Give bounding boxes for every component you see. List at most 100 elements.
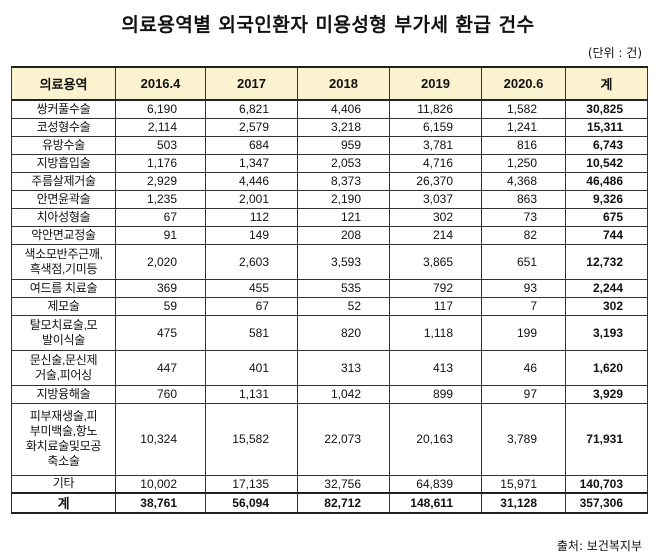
row-value: 64,839 <box>389 474 482 494</box>
row-value: 67 <box>205 296 298 316</box>
row-value: 2,053 <box>297 153 390 173</box>
row-value: 149 <box>205 225 298 245</box>
row-value: 17,135 <box>205 474 298 494</box>
row-service-name: 지방흡입술 <box>11 153 116 173</box>
table-row: 악안면교정술 91 149 208 214 82 744 <box>11 225 648 245</box>
table-row: 제모술 59 67 52 117 7 302 <box>11 296 648 316</box>
row-value: 2,603 <box>205 243 298 280</box>
row-value: 684 <box>205 135 298 155</box>
row-value: 2,001 <box>205 189 298 209</box>
header-total: 계 <box>565 66 648 101</box>
row-value: 91 <box>115 225 206 245</box>
row-value: 8,373 <box>297 171 390 191</box>
row-total: 30,825 <box>565 99 648 119</box>
table-row: 지방융해술 760 1,131 1,042 899 97 3,929 <box>11 384 648 404</box>
header-2016-4: 2016.4 <box>115 66 206 101</box>
row-value: 535 <box>297 278 390 298</box>
row-service-name: 코성형수술 <box>11 117 116 137</box>
row-value: 199 <box>481 314 566 351</box>
row-value: 1,042 <box>297 384 390 404</box>
table-row: 유방수술 503 684 959 3,781 816 6,743 <box>11 135 648 155</box>
row-value: 863 <box>481 189 566 209</box>
row-total: 140,703 <box>565 474 648 494</box>
row-value: 11,826 <box>389 99 482 119</box>
row-value: 208 <box>297 225 390 245</box>
row-total: 9,326 <box>565 189 648 209</box>
row-value: 2,020 <box>115 243 206 280</box>
row-value: 46 <box>481 349 566 386</box>
row-value: 1,176 <box>115 153 206 173</box>
row-value: 1,582 <box>481 99 566 119</box>
row-value: 3,593 <box>297 243 390 280</box>
row-value: 3,865 <box>389 243 482 280</box>
row-value: 792 <box>389 278 482 298</box>
row-value: 82 <box>481 225 566 245</box>
row-value: 1,250 <box>481 153 566 173</box>
page-title: 의료용역별 외국인환자 미용성형 부가세 환급 건수 <box>121 14 535 36</box>
row-service-name: 피부재생술,피 부미백술,항노 화치료술및모공 축소술 <box>11 402 116 476</box>
header-2019: 2019 <box>389 66 482 101</box>
row-total: 12,732 <box>565 243 648 280</box>
row-value: 2,190 <box>297 189 390 209</box>
table-row: 쌍커풀수술 6,190 6,821 4,406 11,826 1,582 30,825 <box>11 99 648 119</box>
row-service-name: 여드름 치료술 <box>11 278 116 298</box>
row-value: 1,241 <box>481 117 566 137</box>
refund-table: 의료용역 2016.4 2017 2018 2019 2020.6 계 쌍커풀수… <box>11 66 648 514</box>
source-note: 출처: 보건복지부 <box>556 539 642 553</box>
grand-total-value: 148,611 <box>389 492 482 514</box>
row-value: 20,163 <box>389 402 482 476</box>
grand-total-value: 56,094 <box>205 492 298 514</box>
row-value: 899 <box>389 384 482 404</box>
row-value: 67 <box>115 207 206 227</box>
grand-total-row: 계 38,761 56,094 82,712 148,611 31,128 357,306 <box>11 492 648 514</box>
row-value: 59 <box>115 296 206 316</box>
row-value: 6,821 <box>205 99 298 119</box>
row-service-name: 제모술 <box>11 296 116 316</box>
row-value: 10,002 <box>115 474 206 494</box>
row-value: 26,370 <box>389 171 482 191</box>
table-row: 치아성형술 67 112 121 302 73 675 <box>11 207 648 227</box>
row-total: 1,620 <box>565 349 648 386</box>
row-total: 302 <box>565 296 648 316</box>
row-value: 313 <box>297 349 390 386</box>
table-row: 기타 10,002 17,135 32,756 64,839 15,971 140,703 <box>11 474 648 494</box>
row-service-name: 탈모치료술,모 발이식술 <box>11 314 116 351</box>
row-value: 4,716 <box>389 153 482 173</box>
row-value: 93 <box>481 278 566 298</box>
row-service-name: 악안면교정술 <box>11 225 116 245</box>
row-value: 6,190 <box>115 99 206 119</box>
row-value: 73 <box>481 207 566 227</box>
row-value: 22,073 <box>297 402 390 476</box>
table-row: 코성형수술 2,114 2,579 3,218 6,159 1,241 15,311 <box>11 117 648 137</box>
row-value: 10,324 <box>115 402 206 476</box>
row-service-name: 안면윤곽술 <box>11 189 116 209</box>
table-row: 여드름 치료술 369 455 535 792 93 2,244 <box>11 278 648 298</box>
row-value: 15,971 <box>481 474 566 494</box>
row-total: 15,311 <box>565 117 648 137</box>
row-value: 1,131 <box>205 384 298 404</box>
row-value: 959 <box>297 135 390 155</box>
row-total: 2,244 <box>565 278 648 298</box>
unit-label: (단위 : 건) <box>587 46 642 60</box>
row-value: 475 <box>115 314 206 351</box>
row-value: 503 <box>115 135 206 155</box>
row-value: 2,579 <box>205 117 298 137</box>
row-value: 760 <box>115 384 206 404</box>
row-value: 15,582 <box>205 402 298 476</box>
row-total: 6,743 <box>565 135 648 155</box>
row-value: 401 <box>205 349 298 386</box>
header-2020-6: 2020.6 <box>481 66 566 101</box>
row-value: 4,368 <box>481 171 566 191</box>
row-total: 744 <box>565 225 648 245</box>
row-value: 4,446 <box>205 171 298 191</box>
table-row: 지방흡입술 1,176 1,347 2,053 4,716 1,250 10,542 <box>11 153 648 173</box>
row-total: 71,931 <box>565 402 648 476</box>
row-service-name: 기타 <box>11 474 116 494</box>
row-total: 10,542 <box>565 153 648 173</box>
row-value: 651 <box>481 243 566 280</box>
row-value: 3,789 <box>481 402 566 476</box>
row-value: 97 <box>481 384 566 404</box>
row-value: 302 <box>389 207 482 227</box>
row-value: 413 <box>389 349 482 386</box>
row-value: 32,756 <box>297 474 390 494</box>
